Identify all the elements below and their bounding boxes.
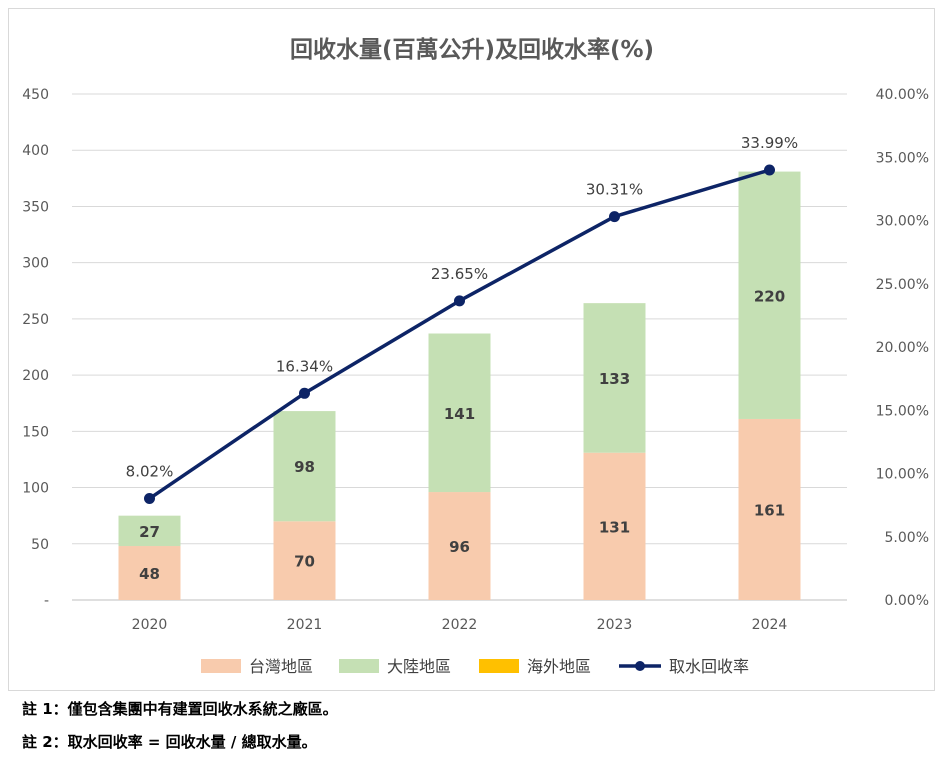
legend-label: 大陸地區 <box>387 657 451 676</box>
line-data-label: 23.65% <box>431 265 488 283</box>
right-axis-tick-label: 5.00% <box>885 530 929 546</box>
x-axis-tick-label: 2021 <box>287 617 323 633</box>
bar-大陸地區-2024 <box>738 171 801 419</box>
legend-swatch <box>201 659 241 673</box>
right-axis-tick-label: 10.00% <box>876 467 929 483</box>
bar-data-label: 27 <box>139 523 160 541</box>
bar-大陸地區-2021 <box>273 411 336 522</box>
right-axis-tick-label: 35.00% <box>876 150 929 166</box>
line-data-label: 16.34% <box>276 357 333 375</box>
bar-data-label: 48 <box>139 565 160 583</box>
bar-data-label: 133 <box>599 370 630 388</box>
left-axis-tick-label: 50 <box>31 537 49 553</box>
bar-台灣地區-2023 <box>583 452 646 600</box>
right-axis-tick-label: 20.00% <box>876 340 929 356</box>
bar-data-label: 220 <box>754 287 785 305</box>
recovery-rate-point <box>764 164 775 176</box>
legend-label: 取水回收率 <box>669 657 749 676</box>
left-axis-tick-label: 300 <box>22 256 49 272</box>
chart-frame: 回收水量(百萬公升)及回收水率(%) 48 27 70 98 96 141 131 133 16… <box>8 8 935 691</box>
legend-label: 台灣地區 <box>249 657 313 676</box>
bar-大陸地區-2022 <box>428 333 491 493</box>
recovery-rate-point <box>609 211 620 223</box>
footnote-2: 註 2：取水回收率 = 回收水量 / 總取水量。 <box>22 733 317 751</box>
left-axis-tick-label: 150 <box>22 424 49 440</box>
bar-大陸地區-2023 <box>583 303 646 453</box>
bar-data-label: 161 <box>754 501 785 519</box>
bar-台灣地區-2021 <box>273 521 336 600</box>
line-data-label: 33.99% <box>741 134 798 152</box>
x-axis-tick-label: 2020 <box>132 617 168 633</box>
bar-data-label: 96 <box>449 538 470 556</box>
left-axis-tick-label: - <box>44 593 49 609</box>
right-axis-tick-label: 40.00% <box>876 87 929 103</box>
bar-台灣地區-2020 <box>118 546 181 600</box>
right-axis-tick-label: 15.00% <box>876 403 929 419</box>
recovery-rate-point <box>144 493 155 505</box>
bar-data-label: 141 <box>444 405 475 423</box>
left-axis-tick-label: 450 <box>22 87 49 103</box>
legend-swatch <box>479 659 519 673</box>
legend-swatch <box>339 659 379 673</box>
line-data-label: 30.31% <box>586 181 643 199</box>
line-data-label: 8.02% <box>126 463 174 481</box>
right-axis-tick-label: 25.00% <box>876 277 929 293</box>
combo-chart: 回收水量(百萬公升)及回收水率(%) 48 27 70 98 96 141 131 133 16… <box>22 36 929 676</box>
recovery-rate-point <box>454 295 465 307</box>
left-axis-tick-label: 250 <box>22 312 49 328</box>
left-axis-tick-label: 400 <box>22 143 49 159</box>
bar-台灣地區-2024 <box>738 418 801 600</box>
right-axis-tick-label: 30.00% <box>876 214 929 230</box>
left-axis-tick-label: 350 <box>22 199 49 215</box>
x-axis-tick-label: 2022 <box>442 617 478 633</box>
recovery-rate-point <box>299 387 310 399</box>
left-axis-tick-label: 200 <box>22 368 49 384</box>
bar-data-label: 131 <box>599 518 630 536</box>
bar-data-label: 70 <box>294 553 315 571</box>
bar-台灣地區-2022 <box>428 492 491 600</box>
bar-data-label: 98 <box>294 458 315 476</box>
bar-大陸地區-2020 <box>118 515 181 547</box>
chart-title: 回收水量(百萬公升)及回收水率(%) <box>290 36 654 63</box>
left-axis-tick-label: 100 <box>22 481 49 497</box>
legend-line-marker <box>635 661 645 671</box>
footnote-1: 註 1：僅包含集團中有建置回收水系統之廠區。 <box>22 700 338 718</box>
right-axis-tick-label: 0.00% <box>885 593 929 609</box>
legend-label: 海外地區 <box>527 657 591 676</box>
x-axis-tick-label: 2023 <box>597 617 633 633</box>
x-axis-tick-label: 2024 <box>752 617 788 633</box>
